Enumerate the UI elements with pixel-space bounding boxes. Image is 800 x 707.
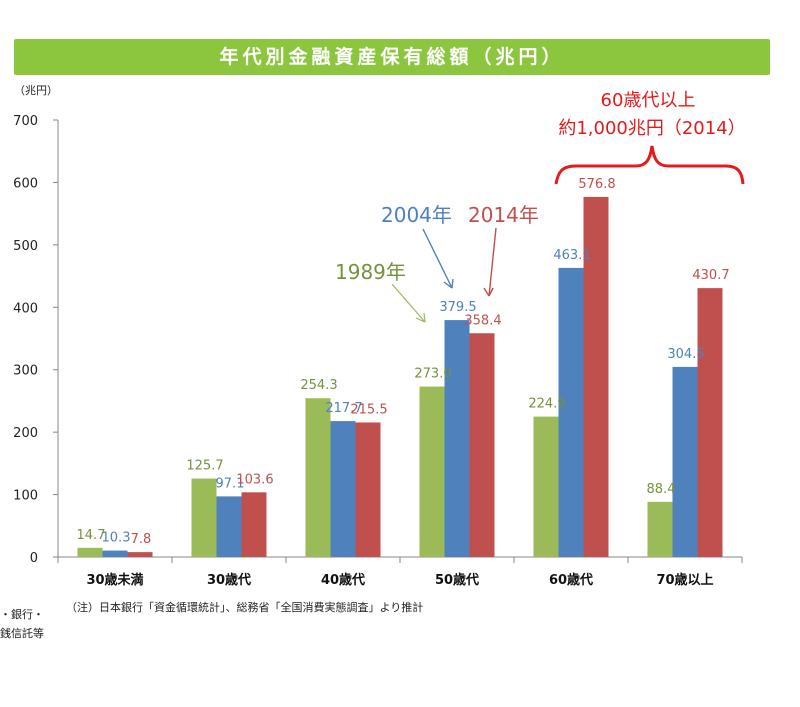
data-label: 304.5 xyxy=(667,347,704,362)
bar-1989年-30歳未満 xyxy=(77,547,103,557)
x-category-label: 30歳未満 xyxy=(86,572,143,588)
data-label: 358.4 xyxy=(464,313,501,328)
x-category-label: 70歳以上 xyxy=(656,572,713,588)
data-label: 14.7 xyxy=(77,528,106,543)
y-tick-label: 700 xyxy=(13,114,38,129)
bar-1989年-40歳代 xyxy=(305,398,331,557)
bar-1989年-50歳代 xyxy=(419,386,445,557)
bar-2014年-40歳代 xyxy=(355,422,381,557)
arrow-1989 xyxy=(391,283,426,323)
bar-2014年-60歳代 xyxy=(583,196,609,558)
x-category-label: 30歳代 xyxy=(207,572,251,588)
data-label: 88.4 xyxy=(647,482,676,497)
y-tick-label: 0 xyxy=(30,551,38,566)
y-tick-label: 400 xyxy=(13,301,38,316)
y-tick-label: 200 xyxy=(13,426,38,441)
bar-2004年-50歳代 xyxy=(444,320,470,557)
data-label: 125.7 xyxy=(186,459,223,474)
bar-1989年-60歳代 xyxy=(533,416,559,557)
callout-line1: 60歳代以上 xyxy=(601,90,696,111)
bar-2014年-30歳代 xyxy=(241,492,267,557)
bar-2004年-30歳代 xyxy=(216,496,242,557)
chart-title: 年代別金融資産保有総額（兆円） xyxy=(219,45,564,68)
x-category-label: 60歳代 xyxy=(549,572,593,588)
data-label: 576.8 xyxy=(578,177,615,192)
arrow-2014-head xyxy=(483,287,494,297)
bar-2004年-70歳以上 xyxy=(672,366,698,557)
bar-2014年-30歳未満 xyxy=(127,552,153,557)
bar-2004年-40歳代 xyxy=(330,421,356,557)
bar-2004年-60歳代 xyxy=(558,267,584,557)
title-band xyxy=(14,39,770,75)
data-label: 224.9 xyxy=(528,397,565,412)
callout-brace xyxy=(554,145,745,185)
data-label: 7.8 xyxy=(131,532,152,547)
data-label: 10.3 xyxy=(102,531,131,546)
data-label: 463.1 xyxy=(553,248,590,263)
x-category-label: 50歳代 xyxy=(435,572,479,588)
left-cut-text-2: 銭信託等 xyxy=(0,626,44,640)
y-tick-label: 600 xyxy=(13,176,38,191)
data-label: 215.5 xyxy=(350,402,387,417)
y-tick-label: 500 xyxy=(13,239,38,254)
data-label: 254.3 xyxy=(300,378,337,393)
y-tick-label: 100 xyxy=(13,489,38,504)
data-label: 103.6 xyxy=(236,472,273,487)
annotation-2004: 2004年 xyxy=(381,203,452,227)
arrow-1989-head xyxy=(415,312,426,323)
annotation-1989: 1989年 xyxy=(335,260,406,284)
y-tick-label: 300 xyxy=(13,364,38,379)
data-label: 217.7 xyxy=(325,401,362,416)
data-label: 97.1 xyxy=(216,476,245,491)
x-category-label: 40歳代 xyxy=(321,572,365,588)
bar-2014年-50歳代 xyxy=(469,333,495,557)
bar-2014年-70歳以上 xyxy=(697,288,723,557)
annotation-2014: 2014年 xyxy=(468,203,539,227)
data-label: 379.5 xyxy=(439,300,476,315)
left-cut-text-1: ・銀行・ xyxy=(0,607,44,621)
arrow-2014 xyxy=(488,227,497,297)
footnote: （注）日本銀行「資金循環統計」、総務省「全国消費実態調査」より推計 xyxy=(66,600,423,614)
bar-1989年-70歳以上 xyxy=(647,501,673,557)
data-label: 430.7 xyxy=(692,268,729,283)
arrow-2004 xyxy=(422,228,453,289)
y-unit-label: （兆円） xyxy=(14,84,58,97)
data-label: 273.0 xyxy=(414,367,451,382)
arrow-2004-head xyxy=(443,278,454,289)
callout-line2: 約1,000兆円（2014） xyxy=(558,118,745,139)
bar-2004年-30歳未満 xyxy=(102,550,128,557)
bar-1989年-30歳代 xyxy=(191,478,217,557)
